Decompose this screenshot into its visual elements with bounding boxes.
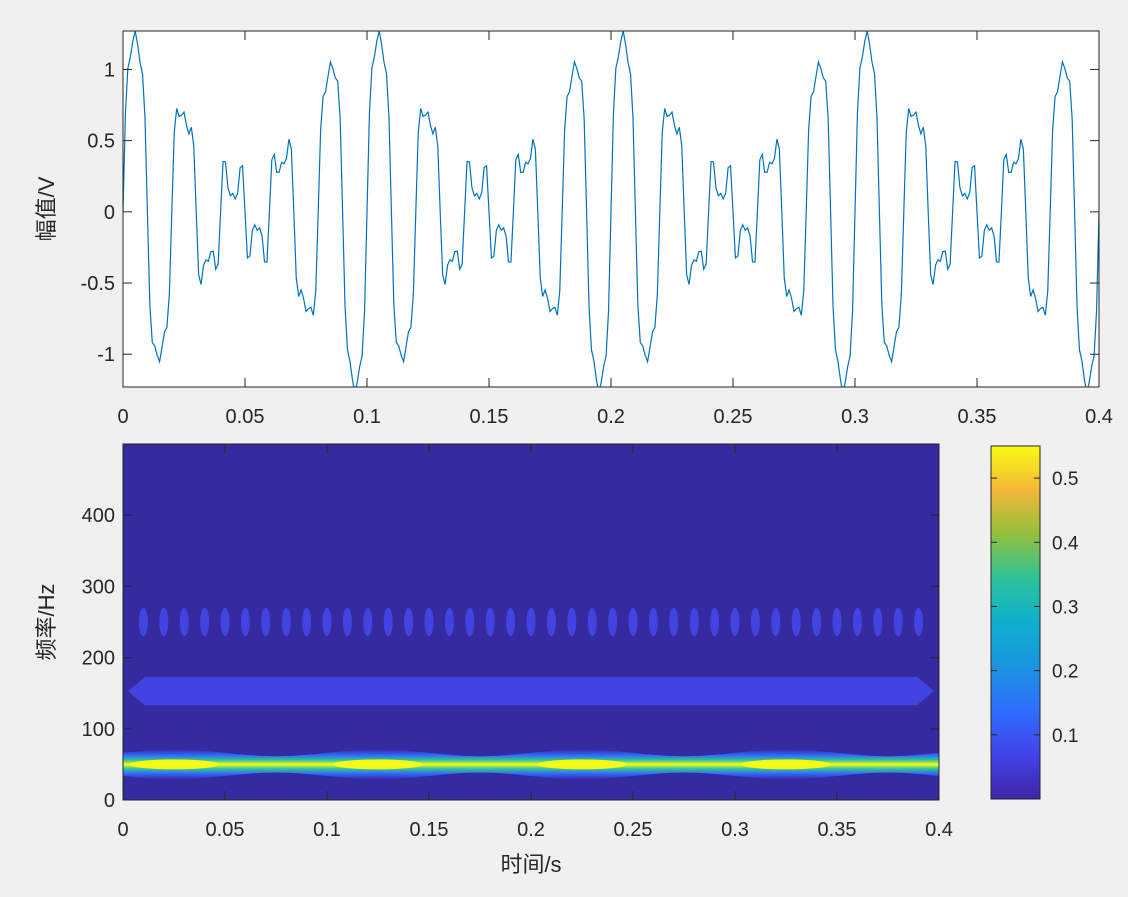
band-250hz-pulse	[648, 607, 658, 637]
spectrogram-plot: 0 0.05 0.1 0.15 0.2 0.25 0.3 0.35 0.4 0 100 200 300…	[34, 443, 953, 877]
signal-y-ticks: -1 -0.5 0 0.5 1	[81, 59, 1099, 366]
band-250hz-pulse	[179, 607, 189, 637]
spectrogram-x-axis-label: 时间/s	[500, 852, 561, 877]
band-250hz-pulse	[138, 607, 148, 637]
signal-plot: 0 0.05 0.1 0.15 0.2 0.25 0.3 0.35 0.4 -1 -0.5 0 0.5…	[34, 30, 1113, 428]
band-250hz-pulse	[342, 607, 352, 637]
band-250hz-pulse	[791, 607, 801, 637]
band-250hz-pulse	[893, 607, 903, 637]
band-250hz-pulse	[628, 607, 638, 637]
band-250hz-pulse	[444, 607, 454, 637]
spectrogram-x-tick-label: 0.35	[818, 819, 857, 841]
signal-x-tick-label: 0.2	[597, 406, 625, 428]
band-250hz-pulse	[771, 607, 781, 637]
colorbar-tick-label: 0.4	[1052, 533, 1079, 554]
band-50hz-peak	[129, 759, 219, 770]
band-250hz-pulse	[159, 607, 169, 637]
band-50hz-peak	[741, 759, 831, 770]
signal-x-tick-label: 0	[117, 406, 128, 428]
band-250hz-pulse	[852, 607, 862, 637]
spectrogram-x-tick-label: 0.05	[206, 819, 245, 841]
spectrogram-y-tick-label: 400	[82, 505, 115, 527]
spectrogram-x-tick-label: 0.2	[517, 819, 545, 841]
spectrogram-y-tick-label: 0	[104, 790, 115, 812]
signal-x-tick-label: 0.15	[470, 406, 509, 428]
signal-y-tick-label: 0.5	[87, 131, 115, 153]
band-250hz-pulse	[261, 607, 271, 637]
spectrogram-x-tick-label: 0.4	[925, 819, 953, 841]
band-250hz-pulse	[424, 607, 434, 637]
band-250hz-pulse	[812, 607, 822, 637]
colorbar: 0.1 0.2 0.3 0.4 0.5	[990, 445, 1079, 800]
spectrogram-x-tick-label: 0.25	[614, 819, 653, 841]
band-250hz-pulse	[302, 607, 312, 637]
spectrogram-x-tick-label: 0.3	[721, 819, 749, 841]
band-250hz-pulse	[526, 607, 536, 637]
band-250hz-pulse	[506, 607, 516, 637]
band-250hz-pulse	[710, 607, 720, 637]
band-250hz-pulse	[587, 607, 597, 637]
colorbar-gradient	[990, 445, 1041, 800]
signal-x-tick-label: 0.25	[714, 406, 753, 428]
spectrogram-y-tick-label: 100	[82, 719, 115, 741]
colorbar-tick-label: 0.5	[1052, 469, 1078, 490]
signal-x-tick-label: 0.35	[958, 406, 997, 428]
band-250hz-pulse	[546, 607, 556, 637]
band-250hz-pulse	[465, 607, 475, 637]
band-50hz-peak	[537, 759, 627, 770]
signal-y-tick-label: -1	[97, 344, 115, 366]
band-250hz-pulse	[873, 607, 883, 637]
signal-x-tick-label: 0.05	[226, 406, 265, 428]
band-250hz-pulse	[383, 607, 393, 637]
signal-y-tick-label: 0	[104, 202, 115, 224]
band-150hz	[128, 676, 934, 706]
spectrogram-y-ticks: 0 100 200 300 400	[82, 505, 939, 812]
spectrogram-y-axis-label: 频率/Hz	[34, 583, 59, 660]
signal-x-tick-label: 0.3	[841, 406, 869, 428]
band-250hz-pulse	[608, 607, 618, 637]
band-250hz-pulse	[404, 607, 414, 637]
colorbar-tick-label: 0.3	[1052, 597, 1078, 618]
band-250hz-pulse	[567, 607, 577, 637]
band-250hz-pulse	[240, 607, 250, 637]
spectrogram-y-tick-label: 300	[82, 576, 115, 598]
spectrogram-x-tick-label: 0	[117, 819, 128, 841]
spectrogram-bands	[123, 607, 939, 780]
spectrogram-y-tick-label: 200	[82, 648, 115, 670]
spectrogram-x-tick-label: 0.1	[313, 819, 341, 841]
signal-x-ticks: 0 0.05 0.1 0.15 0.2 0.25 0.3 0.35 0.4	[117, 31, 1113, 428]
colorbar-tick-label: 0.2	[1052, 662, 1078, 683]
signal-x-tick-label: 0.1	[353, 406, 381, 428]
spectrogram-x-ticks: 0 0.05 0.1 0.15 0.2 0.25 0.3 0.35 0.4	[117, 444, 953, 841]
band-50hz-peak	[333, 759, 423, 770]
signal-y-tick-label: -0.5	[81, 273, 115, 295]
signal-y-axis-label: 幅值/V	[34, 176, 59, 241]
band-250hz-pulse	[363, 607, 373, 637]
band-250hz-pulse	[200, 607, 210, 637]
band-250hz-pulse	[832, 607, 842, 637]
band-50hz	[123, 749, 939, 780]
colorbar-tick-label: 0.1	[1052, 726, 1078, 747]
band-250hz-pulse	[669, 607, 679, 637]
colorbar-ticks: 0.1 0.2 0.3 0.4 0.5	[991, 469, 1079, 747]
band-250hz-pulse	[750, 607, 760, 637]
signal-line	[123, 31, 1099, 387]
band-250hz-pulse	[730, 607, 740, 637]
signal-y-tick-label: 1	[104, 59, 115, 81]
band-250hz-pulse	[220, 607, 230, 637]
band-250hz-pulse	[281, 607, 291, 637]
band-250hz-pulse	[914, 607, 924, 637]
band-250hz-pulse	[689, 607, 699, 637]
signal-x-tick-label: 0.4	[1085, 406, 1113, 428]
band-250hz-pulse	[485, 607, 495, 637]
band-250hz-pulse	[322, 607, 332, 637]
spectrogram-x-tick-label: 0.15	[410, 819, 449, 841]
